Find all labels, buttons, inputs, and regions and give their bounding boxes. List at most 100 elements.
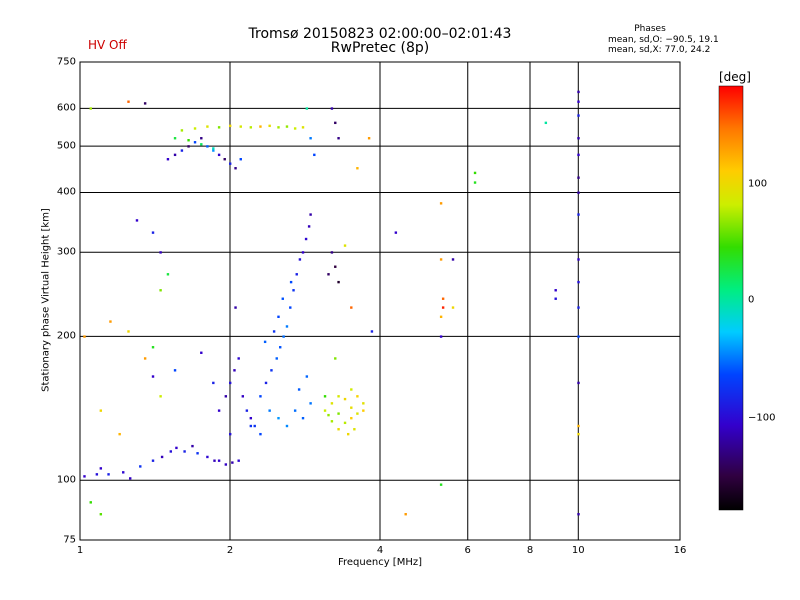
data-point — [212, 149, 215, 152]
scatter-points — [83, 90, 580, 516]
data-point — [275, 357, 278, 360]
data-point — [259, 432, 262, 436]
data-point — [473, 181, 477, 184]
phases-title: Phases — [634, 24, 666, 34]
data-point — [231, 461, 234, 464]
data-point — [577, 381, 580, 385]
data-point — [268, 409, 271, 412]
data-point — [217, 459, 221, 462]
data-point — [370, 330, 374, 333]
colorbar-tick-minus-100: −100 — [748, 412, 776, 424]
data-point — [196, 452, 199, 455]
y-tick-label: 750 — [56, 56, 76, 68]
data-point — [175, 446, 178, 450]
data-point — [577, 90, 580, 94]
data-point — [143, 102, 147, 105]
y-tick-label: 500 — [56, 140, 76, 152]
data-point — [577, 153, 580, 157]
chart-subtitle: RwPretec (8p) — [330, 40, 430, 56]
data-point — [270, 369, 273, 372]
data-point — [169, 450, 173, 453]
data-point — [350, 388, 353, 391]
data-point — [577, 280, 580, 284]
data-point — [309, 402, 312, 405]
data-point — [356, 412, 359, 415]
data-point — [577, 114, 580, 117]
data-point — [297, 388, 301, 391]
data-point — [439, 202, 443, 205]
data-point — [292, 289, 295, 292]
data-point — [295, 273, 298, 276]
data-point — [191, 444, 194, 448]
colorbar-tick-0: 0 — [748, 294, 755, 306]
data-point — [127, 330, 130, 333]
data-point — [337, 428, 340, 431]
data-point — [367, 137, 371, 140]
data-point — [439, 483, 443, 486]
colorbar — [718, 85, 744, 511]
data-point — [139, 465, 142, 468]
plot-grid — [79, 61, 681, 541]
data-point — [151, 375, 155, 378]
data-point — [439, 335, 443, 338]
data-point — [237, 357, 240, 360]
data-point — [99, 513, 103, 516]
data-point — [305, 107, 309, 110]
data-point — [279, 346, 282, 349]
data-point — [229, 124, 232, 128]
data-point — [107, 473, 110, 476]
data-point — [229, 381, 232, 385]
data-point — [301, 126, 305, 129]
data-point — [337, 395, 340, 398]
data-point — [323, 395, 327, 398]
data-point — [334, 265, 337, 268]
phases-mean-o: mean, sd,O: −90.5, 19.1 — [608, 35, 719, 45]
data-point — [473, 171, 477, 175]
data-point — [289, 306, 292, 309]
data-point — [224, 395, 228, 398]
data-point — [554, 289, 557, 292]
data-point — [234, 167, 237, 170]
data-point — [307, 225, 311, 228]
data-point — [277, 315, 280, 319]
data-point — [293, 127, 297, 130]
data-point — [159, 395, 162, 398]
data-point — [245, 409, 249, 412]
data-point — [109, 320, 112, 323]
data-point — [272, 330, 276, 333]
data-point — [350, 306, 353, 309]
data-point — [259, 125, 262, 128]
data-point — [166, 158, 170, 161]
data-point — [151, 459, 155, 462]
data-point — [577, 424, 580, 428]
data-point — [334, 357, 337, 360]
data-point — [180, 149, 184, 152]
data-point — [264, 381, 268, 385]
data-point — [282, 335, 285, 338]
data-point — [577, 306, 580, 309]
data-point — [451, 306, 455, 309]
y-tick-label: 600 — [56, 102, 76, 114]
data-point — [193, 141, 197, 144]
data-point — [159, 289, 162, 292]
data-point — [298, 258, 302, 261]
data-point — [173, 369, 177, 372]
data-point — [206, 455, 209, 459]
plot-frame — [79, 61, 681, 541]
data-point — [217, 153, 221, 157]
data-point — [268, 124, 271, 128]
data-point — [206, 125, 209, 128]
data-point — [166, 273, 170, 276]
data-point — [334, 121, 337, 125]
data-point — [234, 306, 237, 309]
data-point — [309, 213, 312, 216]
data-point — [143, 357, 147, 360]
data-point — [304, 237, 308, 241]
data-point — [217, 409, 221, 412]
data-point — [135, 219, 139, 222]
data-point — [277, 416, 280, 420]
data-point — [183, 450, 186, 453]
data-point — [577, 258, 580, 261]
data-point — [293, 409, 297, 412]
